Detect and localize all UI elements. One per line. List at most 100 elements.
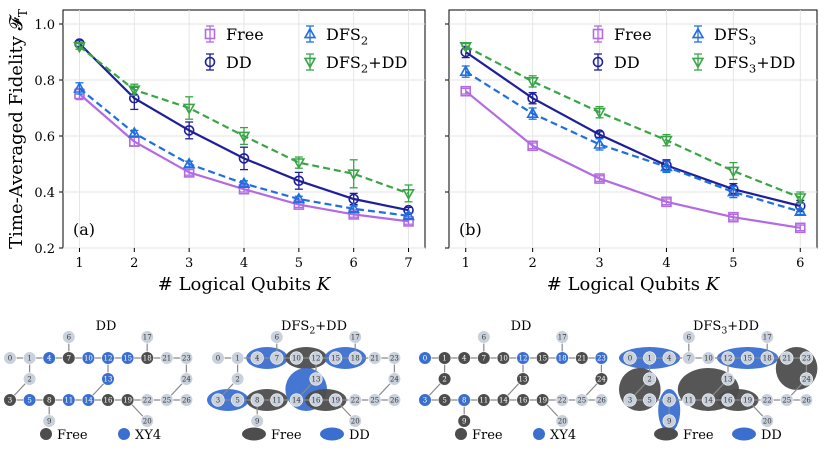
qubit-node: [140, 393, 154, 407]
qubit-label: 16: [724, 397, 733, 405]
qubit-node: [250, 351, 264, 365]
qubit-node: [682, 351, 696, 365]
qubit-node: [101, 372, 115, 386]
legend-label-dd: DD: [614, 53, 640, 72]
diagram-title-sub: 2: [309, 326, 315, 337]
data-point-dfs: [292, 192, 306, 204]
y-axis-label: Time-Averaged Fidelity 𝓕T: [6, 9, 30, 249]
legend-label-dfsdd-main: DFS: [326, 53, 361, 72]
qubit-label: 23: [182, 355, 191, 363]
qubit-node: [516, 393, 530, 407]
qubit-label: 1: [647, 355, 651, 363]
qubit-label: 24: [182, 376, 191, 384]
qubit-node: [179, 351, 193, 365]
qubit-node: [555, 414, 569, 428]
legend-label-dfs-main: DFS: [714, 25, 749, 44]
qubit-label: 22: [143, 397, 152, 405]
legend-marker-dfsdd: [303, 57, 317, 69]
qubit-label: 20: [351, 418, 360, 426]
diagram-title-suffix: +DD: [727, 319, 759, 334]
qubit-node: [231, 351, 245, 365]
x-tick-label: 7: [404, 256, 412, 271]
qubit-node: [516, 351, 530, 365]
data-point-dfsdd: [660, 135, 673, 148]
qubit-label: 18: [763, 355, 772, 363]
qubit-node: [780, 351, 794, 365]
legend-label: DD: [761, 428, 782, 443]
legend-label-dfsdd-suffix: +DD: [368, 53, 407, 72]
qubit-label: 22: [763, 397, 772, 405]
legend-label: XY4: [135, 428, 161, 443]
series-line-dfs: [465, 70, 801, 213]
qubit-label: 13: [724, 376, 733, 384]
data-point-dfs: [402, 208, 415, 221]
x-axis-label-main: # Logical Qubits: [158, 274, 317, 295]
qubit-node: [799, 393, 814, 407]
qubit-node: [211, 393, 225, 407]
qubit-node: [329, 351, 343, 365]
qubit-label: 14: [292, 397, 301, 405]
qubit-node: [289, 351, 304, 365]
qubit-label: 11: [64, 397, 73, 405]
qubit-node: [477, 330, 491, 344]
qubit-label: 6: [687, 334, 692, 342]
data-point-dd: [238, 153, 250, 164]
qubit-node: [309, 393, 323, 407]
qubit-node: [662, 351, 676, 365]
legend-label: Free: [472, 428, 503, 443]
data-point-dfsdd: [347, 169, 361, 181]
qubit-label: 16: [519, 397, 528, 405]
plot-frame: [448, 9, 818, 249]
data-point-dfs: [237, 176, 251, 188]
data-point-free: [661, 196, 672, 208]
qubit-label: 11: [684, 397, 693, 405]
diagram-title-main: DD: [511, 319, 532, 334]
qubit-node: [348, 414, 362, 428]
qubit-node: [387, 372, 402, 386]
qubit-node: [22, 393, 37, 407]
qubit-label: 9: [255, 418, 259, 426]
qubit-node: [62, 393, 76, 407]
x-tick-label: 6: [350, 256, 358, 271]
legend-label-free-main: Free: [226, 25, 264, 44]
qubit-node: [81, 351, 95, 365]
y-tick-label: 0.6: [34, 130, 55, 145]
qubit-label: 21: [370, 355, 379, 363]
qubit-node: [760, 414, 774, 428]
qubit-label: 20: [558, 418, 567, 426]
qubit-label: 4: [255, 355, 260, 363]
diagram-title: DFS3+DD: [693, 319, 759, 337]
x-tick-label: 6: [796, 256, 804, 271]
x-tick-label: 4: [662, 256, 670, 271]
qubit-node: [575, 393, 589, 407]
qubit-node: [250, 414, 264, 428]
shared-labels: Time-Averaged Fidelity 𝓕T # Logical Qubit…: [6, 9, 721, 295]
qubit-label: 10: [292, 355, 301, 363]
qubit-label: 15: [538, 355, 547, 363]
legend-label-dfs: DFS2: [326, 25, 368, 47]
y-axis-label-sub: T: [16, 9, 30, 17]
qubit-node: [662, 393, 676, 407]
data-point-dfs: [526, 106, 539, 118]
series-line-free: [465, 90, 801, 229]
legend-swatch: [320, 427, 344, 441]
qubit-node: [623, 393, 637, 407]
qubit-node: [309, 351, 323, 365]
qubit-node: [721, 351, 735, 365]
legend-label-free: Free: [614, 25, 652, 44]
qubit-node: [701, 393, 716, 407]
qubit-label: 21: [577, 355, 586, 363]
data-point-free: [728, 211, 739, 223]
qubit-node: [457, 351, 471, 365]
device-diagram-1: DD0 1234567891011121314151617181920212223…: [3, 319, 193, 443]
qubit-node: [231, 393, 245, 407]
qubit-label: 2: [27, 376, 31, 384]
legend-label-dfs-main: DFS: [326, 25, 361, 44]
legend-label-dd: DD: [226, 53, 252, 72]
qubit-label: 8: [255, 397, 259, 405]
qubit-label: 0: [423, 355, 427, 363]
qubit-node: [740, 351, 755, 365]
qubit-node: [721, 372, 735, 386]
